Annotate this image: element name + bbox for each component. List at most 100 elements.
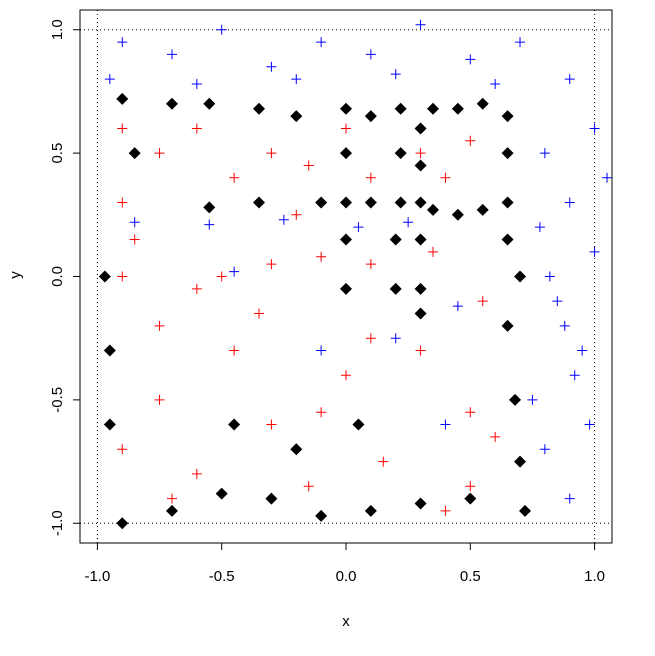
point (501, 319, 514, 332)
point (154, 148, 165, 159)
point (341, 370, 351, 381)
point (414, 307, 427, 320)
point (291, 74, 302, 85)
point (589, 123, 600, 134)
point (390, 333, 401, 344)
x-tick-label: 1.0 (584, 568, 605, 585)
point (602, 172, 612, 183)
point (414, 196, 427, 209)
point (414, 282, 427, 295)
point (191, 283, 202, 294)
point (451, 102, 464, 115)
point (465, 407, 476, 418)
point (341, 123, 351, 134)
x-tick-label: 0.5 (460, 568, 481, 585)
point (204, 219, 215, 230)
point (191, 468, 202, 479)
point (228, 418, 241, 431)
point (316, 345, 327, 356)
point (394, 102, 407, 115)
point (352, 418, 365, 431)
point (451, 208, 464, 221)
point (389, 282, 402, 295)
point (291, 209, 302, 220)
point (165, 504, 178, 517)
point (501, 147, 514, 160)
point (390, 69, 401, 80)
point (465, 481, 476, 492)
point (340, 196, 352, 209)
point (584, 419, 595, 430)
point (215, 487, 228, 500)
point (514, 455, 527, 468)
point (353, 222, 364, 233)
point (414, 159, 427, 172)
point (464, 492, 477, 505)
point (265, 492, 278, 505)
point (103, 418, 116, 431)
point (129, 217, 140, 228)
point (154, 394, 165, 405)
point (315, 509, 328, 522)
point (116, 517, 129, 530)
point (98, 270, 111, 283)
point (316, 407, 327, 418)
point (166, 493, 177, 504)
point (364, 196, 377, 209)
point (340, 282, 352, 295)
point (203, 97, 216, 110)
point (365, 259, 376, 270)
point (490, 79, 501, 90)
point (104, 74, 115, 85)
point (378, 456, 389, 467)
point (229, 345, 240, 356)
y-tick-label: 1.0 (49, 19, 66, 40)
point (514, 270, 527, 283)
y-axis-label: y (7, 271, 24, 279)
point (539, 444, 550, 455)
point (569, 370, 580, 381)
point (544, 271, 555, 282)
point (365, 49, 376, 60)
y-tick-label: -0.5 (49, 387, 66, 413)
point (340, 147, 352, 160)
point (340, 102, 352, 115)
point (154, 320, 165, 331)
point (266, 259, 277, 270)
point (252, 196, 265, 209)
point (117, 444, 128, 455)
point (166, 49, 177, 60)
point (229, 172, 240, 183)
y-tick-label: -1.0 (49, 510, 66, 536)
point (365, 172, 376, 183)
point (117, 197, 128, 208)
point (191, 79, 202, 90)
x-axis-label: x (342, 613, 350, 630)
point (316, 37, 327, 48)
point (165, 97, 178, 110)
point (365, 333, 376, 344)
x-tick-label: 0.0 (336, 568, 357, 585)
point (340, 233, 352, 246)
point (465, 135, 476, 146)
point (364, 110, 377, 123)
point (191, 123, 202, 134)
point (501, 233, 514, 246)
point (266, 148, 277, 159)
point (501, 196, 514, 209)
point (414, 497, 427, 510)
point (278, 214, 289, 225)
point (103, 344, 116, 357)
point (552, 296, 563, 307)
point (414, 233, 427, 246)
plot-area (80, 10, 612, 543)
point (252, 102, 265, 115)
point (415, 345, 426, 356)
point (403, 217, 414, 228)
point (290, 110, 303, 123)
point (203, 201, 216, 214)
point (266, 419, 277, 430)
point (216, 271, 227, 282)
point (534, 222, 545, 233)
